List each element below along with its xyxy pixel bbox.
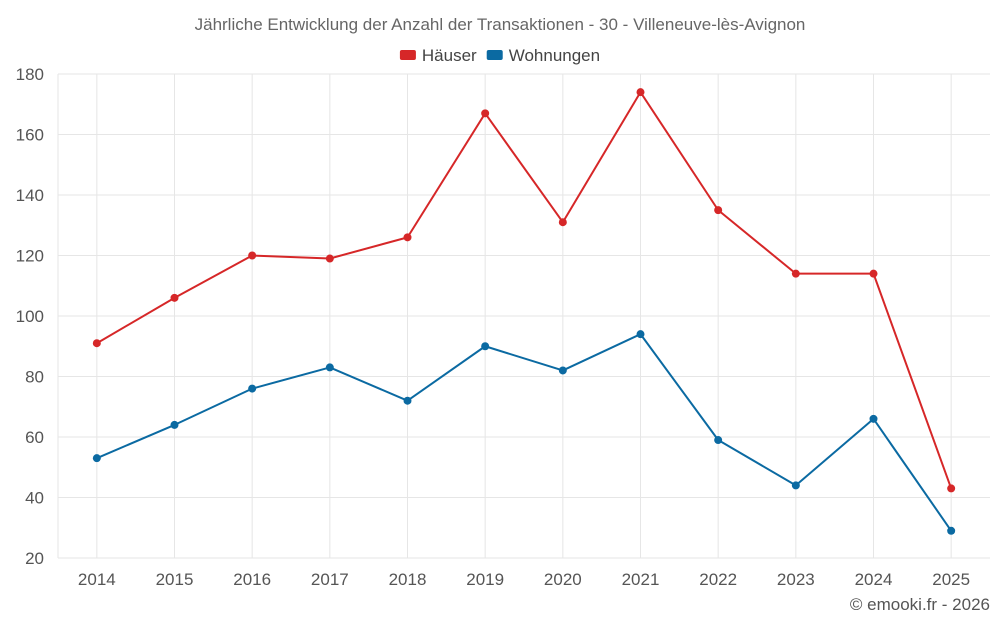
x-axis: 2014 2015 2016 2017 2018 2019 2020 2021 2022 2023… [78, 570, 970, 589]
legend-item[interactable]: Wohnungen [486, 46, 600, 65]
y-tick-label: 40 [25, 489, 44, 508]
legend-swatch [399, 50, 416, 60]
data-point[interactable] [403, 233, 412, 242]
data-point[interactable] [248, 251, 257, 260]
data-point[interactable] [481, 109, 490, 118]
data-point[interactable] [791, 269, 800, 278]
x-tick-label: 2017 [311, 570, 349, 589]
data-point[interactable] [325, 363, 334, 372]
x-tick-label: 2023 [777, 570, 815, 589]
data-point[interactable] [170, 293, 179, 302]
x-tick-label: 2018 [389, 570, 427, 589]
data-point[interactable] [558, 366, 567, 375]
legend-label: Häuser [422, 46, 477, 65]
data-point[interactable] [869, 414, 878, 423]
x-tick-label: 2014 [78, 570, 116, 589]
x-tick-label: 2022 [699, 570, 737, 589]
x-tick-label: 2020 [544, 570, 582, 589]
series-line-haeuser [96, 91, 953, 489]
y-tick-label: 180 [16, 65, 44, 84]
credit-text: © emooki.fr - 2026 [850, 595, 990, 614]
data-point[interactable] [481, 342, 490, 351]
x-tick-label: 2016 [233, 570, 271, 589]
legend: Häuser Wohnungen [399, 46, 600, 65]
legend-label: Wohnungen [509, 46, 600, 65]
data-point[interactable] [714, 206, 723, 215]
x-tick-label: 2015 [156, 570, 194, 589]
x-tick-label: 2021 [622, 570, 660, 589]
series-line-wohnungen [96, 333, 952, 532]
data-point[interactable] [636, 330, 645, 339]
legend-swatch [486, 50, 503, 60]
y-axis: 20 40 60 80 100 120 140 160 180 [16, 65, 44, 568]
legend-item[interactable]: Häuser [399, 46, 477, 65]
x-tick-label: 2019 [466, 570, 504, 589]
data-point[interactable] [92, 454, 101, 463]
series-layer [92, 88, 956, 535]
data-point[interactable] [248, 384, 257, 393]
y-tick-label: 100 [16, 307, 44, 326]
y-tick-label: 20 [25, 549, 44, 568]
data-point[interactable] [947, 526, 956, 535]
data-point[interactable] [92, 339, 101, 348]
data-point[interactable] [791, 481, 800, 490]
x-tick-label: 2025 [932, 570, 970, 589]
data-point[interactable] [325, 254, 334, 263]
y-tick-label: 120 [16, 247, 44, 266]
y-tick-label: 160 [16, 126, 44, 145]
data-point[interactable] [947, 484, 956, 493]
y-tick-label: 140 [16, 186, 44, 205]
data-point[interactable] [714, 436, 723, 445]
y-tick-label: 80 [25, 368, 44, 387]
data-point[interactable] [869, 269, 878, 278]
chart-title: Jährliche Entwicklung der Anzahl der Tra… [195, 15, 806, 34]
data-point[interactable] [403, 396, 412, 405]
data-point[interactable] [170, 420, 179, 429]
x-tick-label: 2024 [855, 570, 893, 589]
gridlines [57, 73, 990, 559]
data-point[interactable] [636, 88, 645, 97]
data-point[interactable] [558, 218, 567, 227]
y-tick-label: 60 [25, 428, 44, 447]
